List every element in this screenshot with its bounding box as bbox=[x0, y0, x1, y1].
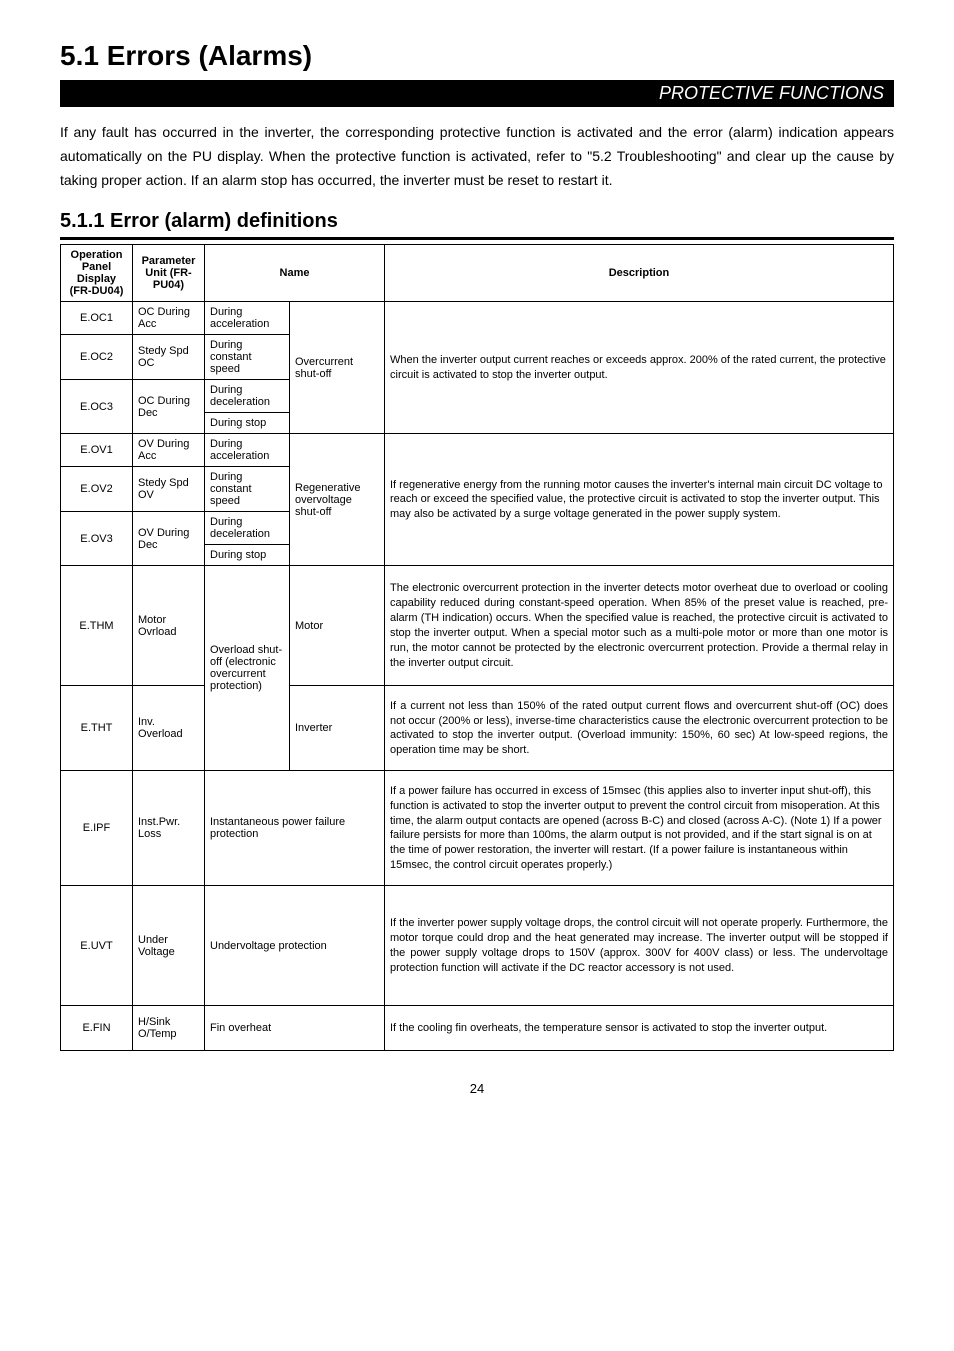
cell-pu: Stedy Spd OV bbox=[133, 467, 205, 512]
cell-name-sub: During acceleration bbox=[205, 302, 290, 335]
subsection-title: 5.1.1 Error (alarm) definitions bbox=[60, 210, 894, 233]
table-row: E.UVT Under Voltage Undervoltage protect… bbox=[61, 886, 894, 1006]
cell-desc: If regenerative energy from the running … bbox=[385, 434, 894, 566]
cell-name-group: Regenerative overvoltage shut-off bbox=[290, 434, 385, 566]
cell-name-sub: During acceleration bbox=[205, 434, 290, 467]
cell-name-sub: During constant speed bbox=[205, 467, 290, 512]
cell-desc: If a current not less than 150% of the r… bbox=[385, 686, 894, 771]
cell-name-sub: During stop bbox=[205, 545, 290, 566]
section-banner: PROTECTIVE FUNCTIONS bbox=[60, 80, 894, 107]
col-header-name: Name bbox=[205, 245, 385, 302]
col-header-desc: Description bbox=[385, 245, 894, 302]
cell-pu: Motor Ovrload bbox=[133, 566, 205, 686]
cell-name-sub: During stop bbox=[205, 413, 290, 434]
cell-op: E.OV2 bbox=[61, 467, 133, 512]
cell-op: E.OC1 bbox=[61, 302, 133, 335]
cell-pu: OC During Acc bbox=[133, 302, 205, 335]
table-row: E.THT Inv. Overload Inverter If a curren… bbox=[61, 686, 894, 771]
cell-pu: Inst.Pwr. Loss bbox=[133, 771, 205, 886]
error-definitions-table: Operation Panel Display (FR-DU04) Parame… bbox=[60, 244, 894, 1051]
cell-op: E.THT bbox=[61, 686, 133, 771]
cell-op: E.UVT bbox=[61, 886, 133, 1006]
cell-name: Fin overheat bbox=[205, 1006, 385, 1051]
cell-desc: When the inverter output current reaches… bbox=[385, 302, 894, 434]
intro-paragraph: If any fault has occurred in the inverte… bbox=[60, 121, 894, 192]
cell-pu: OC During Dec bbox=[133, 380, 205, 434]
cell-name-group: Overcurrent shut-off bbox=[290, 302, 385, 434]
col-header-op: Operation Panel Display (FR-DU04) bbox=[61, 245, 133, 302]
cell-op: E.OC3 bbox=[61, 380, 133, 434]
cell-desc: If the inverter power supply voltage dro… bbox=[385, 886, 894, 1006]
page-title: 5.1 Errors (Alarms) bbox=[60, 40, 894, 72]
page-number: 24 bbox=[60, 1081, 894, 1096]
table-row: E.OV1 OV During Acc During acceleration … bbox=[61, 434, 894, 467]
cell-name-sub: During deceleration bbox=[205, 380, 290, 413]
table-row: E.OC1 OC During Acc During acceleration … bbox=[61, 302, 894, 335]
cell-pu: OV During Acc bbox=[133, 434, 205, 467]
cell-op: E.OV3 bbox=[61, 512, 133, 566]
cell-pu: OV During Dec bbox=[133, 512, 205, 566]
cell-name-sub: Inverter bbox=[290, 686, 385, 771]
cell-pu: H/Sink O/Temp bbox=[133, 1006, 205, 1051]
cell-desc: The electronic overcurrent protection in… bbox=[385, 566, 894, 686]
cell-name: Undervoltage protection bbox=[205, 886, 385, 1006]
cell-op: E.OC2 bbox=[61, 335, 133, 380]
col-header-pu: Parameter Unit (FR-PU04) bbox=[133, 245, 205, 302]
cell-name-group: Overload shut-off (electronic overcurren… bbox=[205, 566, 290, 771]
cell-name-sub: Motor bbox=[290, 566, 385, 686]
divider bbox=[60, 237, 894, 240]
cell-op: E.IPF bbox=[61, 771, 133, 886]
cell-pu: Under Voltage bbox=[133, 886, 205, 1006]
cell-pu: Inv. Overload bbox=[133, 686, 205, 771]
cell-name-sub: During constant speed bbox=[205, 335, 290, 380]
cell-name-sub: During deceleration bbox=[205, 512, 290, 545]
cell-op: E.OV1 bbox=[61, 434, 133, 467]
cell-op: E.FIN bbox=[61, 1006, 133, 1051]
table-row: E.THM Motor Ovrload Overload shut-off (e… bbox=[61, 566, 894, 686]
table-row: E.IPF Inst.Pwr. Loss Instantaneous power… bbox=[61, 771, 894, 886]
cell-op: E.THM bbox=[61, 566, 133, 686]
cell-desc: If a power failure has occurred in exces… bbox=[385, 771, 894, 886]
table-row: E.FIN H/Sink O/Temp Fin overheat If the … bbox=[61, 1006, 894, 1051]
cell-pu: Stedy Spd OC bbox=[133, 335, 205, 380]
table-header-row: Operation Panel Display (FR-DU04) Parame… bbox=[61, 245, 894, 302]
cell-name: Instantaneous power failure protection bbox=[205, 771, 385, 886]
cell-desc: If the cooling fin overheats, the temper… bbox=[385, 1006, 894, 1051]
